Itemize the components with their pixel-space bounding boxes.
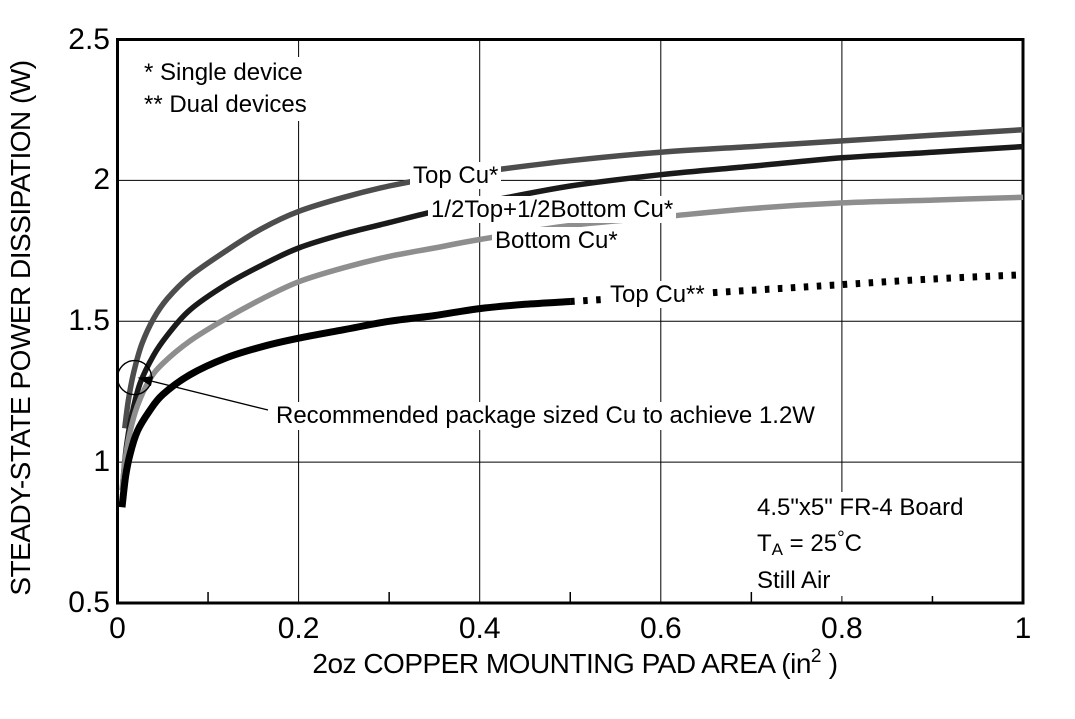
curve-top-cu-solid-segment-: [118, 298, 571, 508]
test-conditions: 4.5"x5" FR-4 Board TA = 25°C Still Air: [753, 492, 968, 596]
degree-symbol: °: [837, 528, 845, 549]
x-axis-title-end: ): [821, 648, 838, 679]
x-tick-label-0.8: 0.8: [821, 612, 863, 645]
x-tick-label-0.6: 0.6: [639, 612, 682, 645]
condition-airflow: Still Air: [757, 567, 831, 594]
x-tick-label-0.4: 0.4: [458, 612, 501, 645]
y-tick-label-1.5: 1.5: [68, 304, 110, 338]
legend-notes: * Single device ** Dual devices: [140, 57, 311, 121]
note-dual-devices: ** Dual devices: [140, 89, 311, 121]
y-tick-label-2: 2: [93, 163, 110, 197]
x-tick-label-1: 1: [1014, 612, 1032, 645]
curve-bottom-cu-: [119, 194, 1024, 491]
condition-board: 4.5"x5" FR-4 Board: [757, 494, 964, 521]
x-tick-label-0.2: 0.2: [277, 612, 320, 645]
plot-frame: [116, 38, 1025, 605]
x-tick-label-0: 0: [109, 612, 126, 645]
callout-recommended-text: Recommended package sized Cu to achieve …: [273, 402, 818, 430]
curve-label-half-top-half-bottom: 1/2Top+1/2Bottom Cu*: [428, 196, 677, 223]
curve-top-cu-: [122, 126, 1024, 429]
callout-arrowhead: [137, 376, 154, 387]
temp-subscript-a: A: [771, 540, 784, 559]
y-axis-title: STEADY-STATE POWER DISSIPATION (W): [5, 60, 36, 596]
curve-label-bottom-cu: Bottom Cu*: [492, 227, 621, 254]
callout-arrow-line: [151, 380, 269, 411]
note-single-device: * Single device: [140, 57, 311, 89]
y-tick-label-0.5: 0.5: [68, 586, 110, 619]
x-axis-title: 2oz COPPER MOUNTING PAD AREA (in2 ): [230, 646, 920, 680]
y-tick-label-1: 1: [93, 445, 110, 479]
curve-label-top-cu-dual: Top Cu**: [607, 281, 708, 308]
y-tick-label-2.5: 2.5: [68, 22, 110, 56]
curve-1-2top-1-2bottom-cu-: [120, 143, 1024, 483]
x-axis-title-main: 2oz COPPER MOUNTING PAD AREA (in: [312, 648, 811, 679]
curve-label-top-cu-single: Top Cu*: [410, 162, 502, 189]
condition-ambient-temp: TA = 25°C: [757, 528, 863, 559]
x-axis-title-superscript: 2: [810, 646, 822, 667]
